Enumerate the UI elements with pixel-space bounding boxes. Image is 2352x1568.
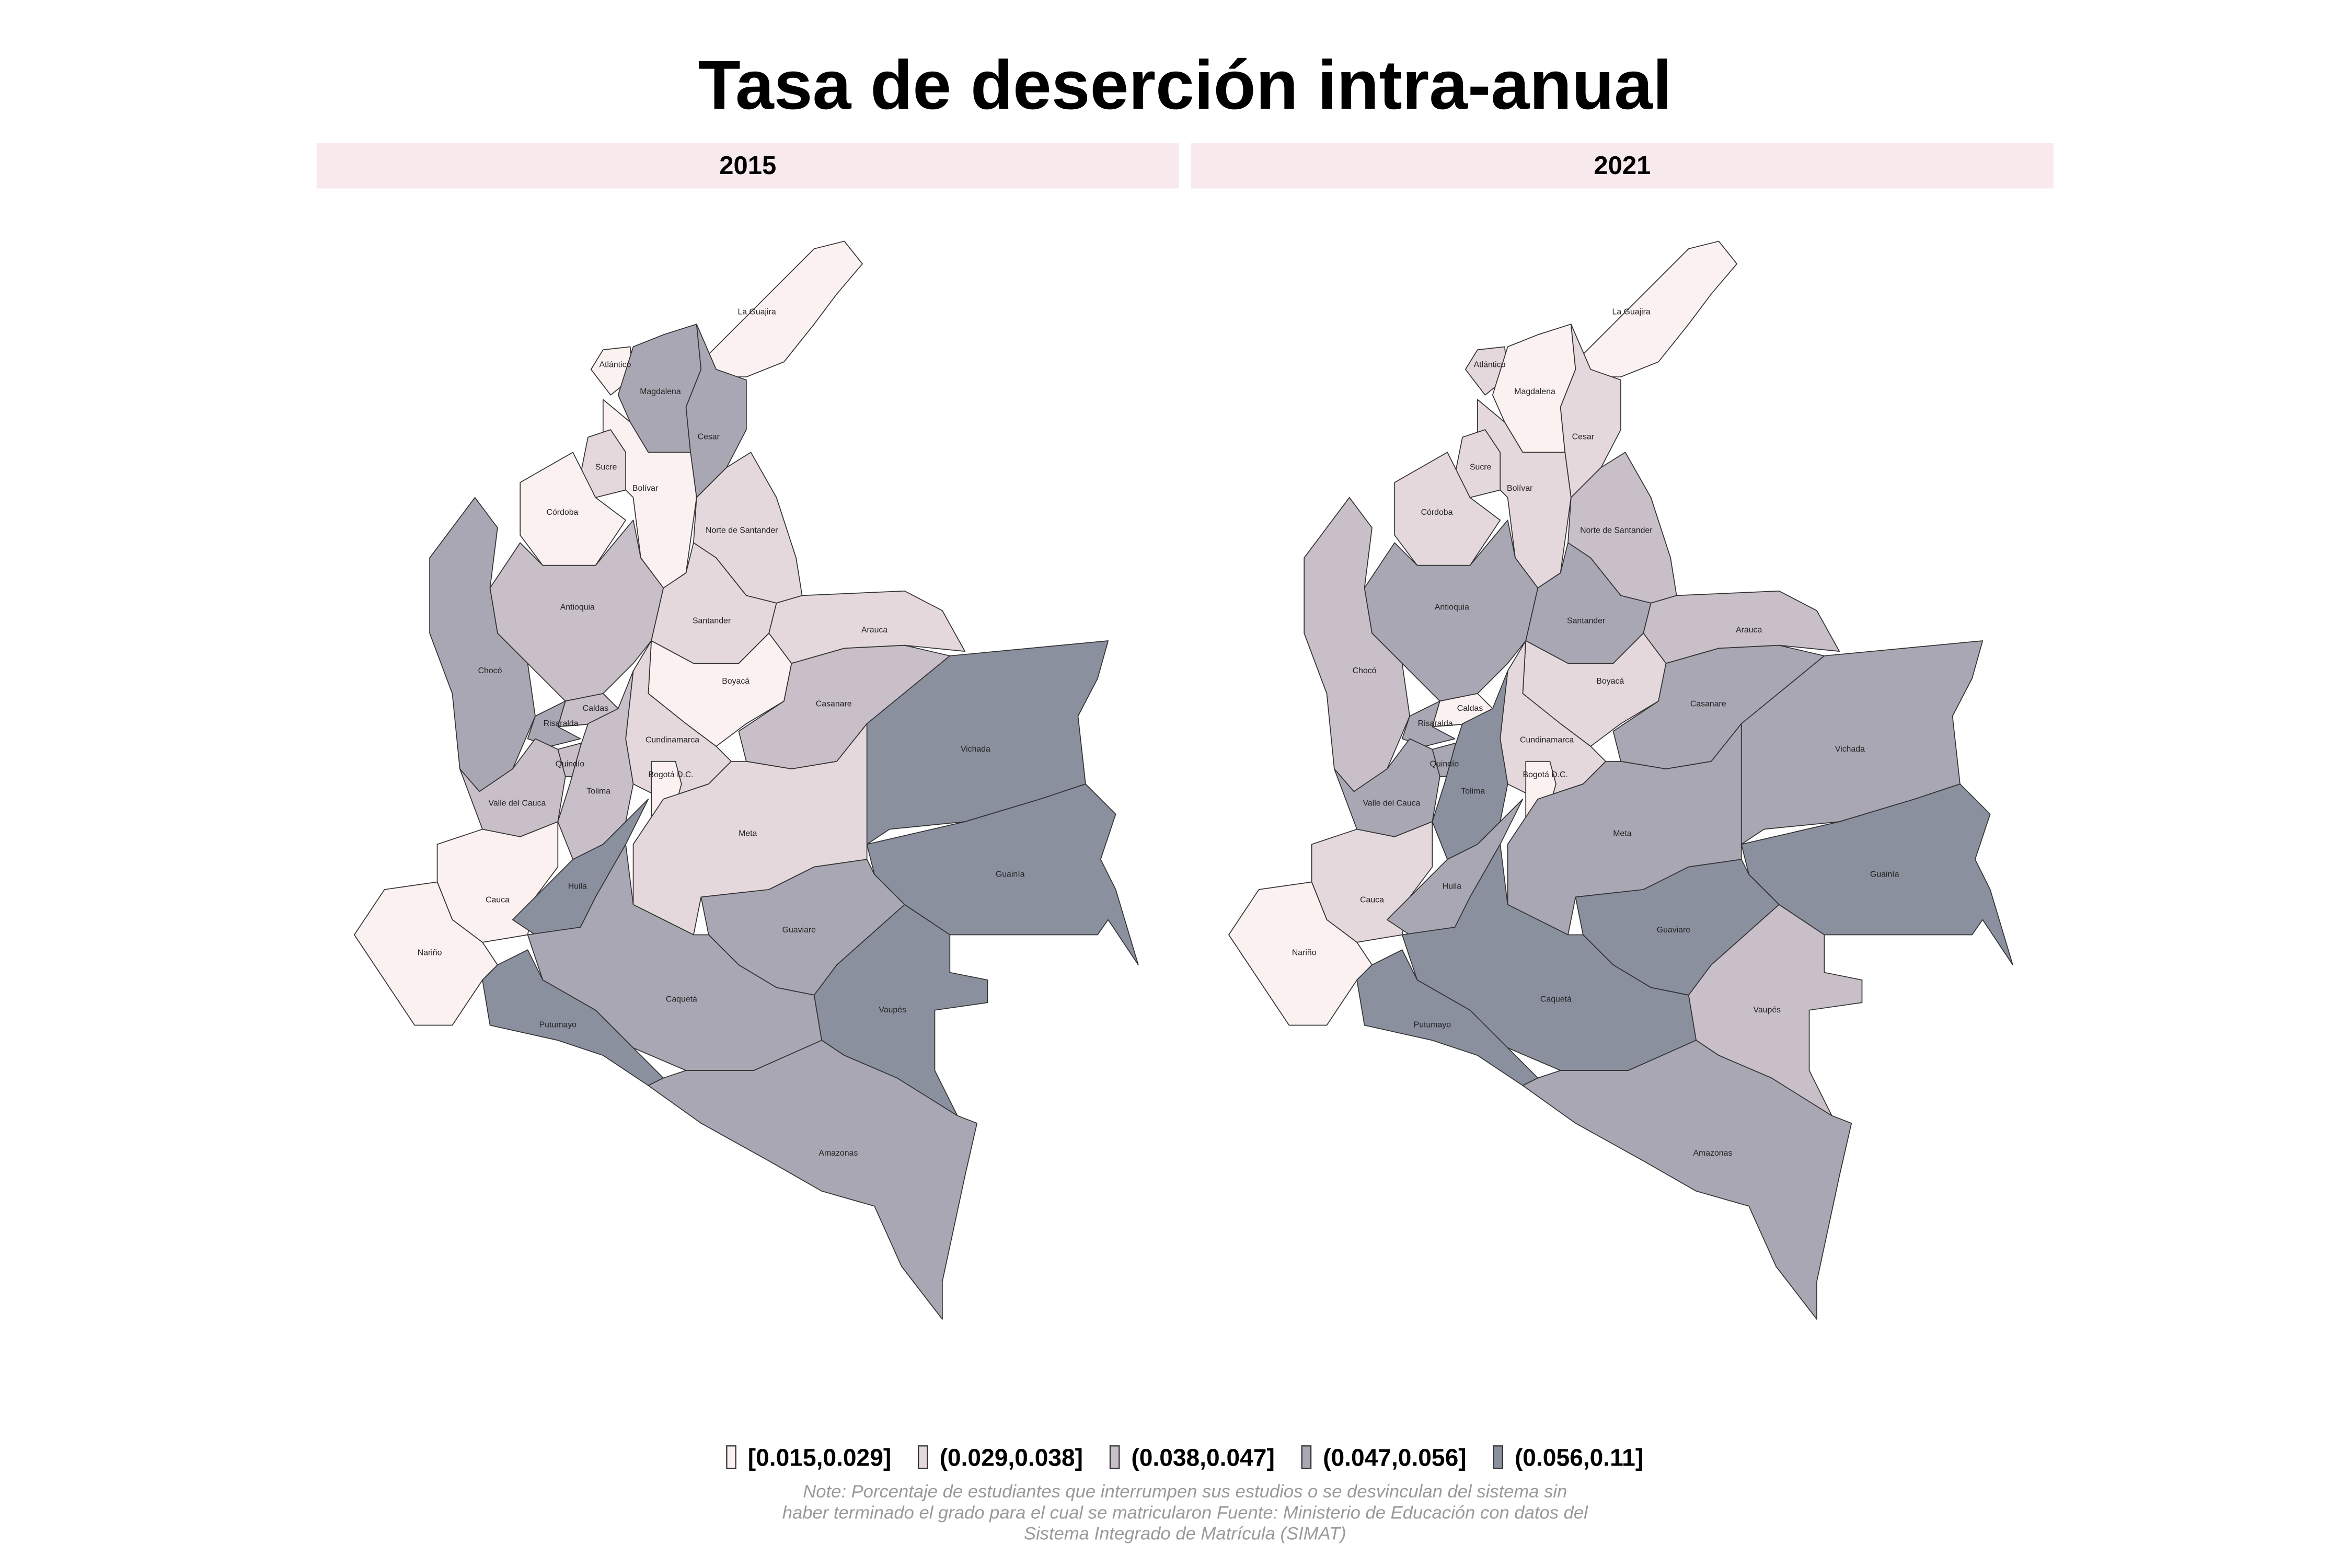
department-label: Caldas xyxy=(583,704,608,713)
department xyxy=(520,452,626,566)
legend-key xyxy=(918,1445,928,1469)
department-label: Córdoba xyxy=(547,508,579,517)
department-label: Bolívar xyxy=(1507,484,1533,493)
department-label: Nariño xyxy=(1292,948,1317,957)
legend-label: [0.015,0.029] xyxy=(748,1444,891,1471)
department-label: La Guajira xyxy=(737,307,776,316)
department-label: Cesar xyxy=(698,433,720,442)
facet-label: 2021 xyxy=(1594,152,1651,180)
department-label: Tolima xyxy=(586,787,610,796)
department-label: Amazonas xyxy=(1693,1149,1732,1158)
department-label: Guainía xyxy=(996,870,1025,879)
department-label: Meta xyxy=(1613,829,1631,838)
title: Tasa de deserción intra-anual xyxy=(698,47,1672,124)
department-label: Santander xyxy=(1567,617,1606,626)
map-panel: La Guajira Atlántico Magdalena Cesar Bolívar… xyxy=(1228,240,2013,1320)
department-label: Boyacá xyxy=(1596,677,1624,686)
department xyxy=(700,240,863,378)
department xyxy=(1394,452,1501,566)
department-label: Vichada xyxy=(1835,745,1865,754)
department-label: Vichada xyxy=(961,745,990,754)
department-label: Tolima xyxy=(1461,787,1485,796)
department-label: Arauca xyxy=(1736,626,1762,635)
note: Note: Porcentaje de estudiantes que inte… xyxy=(803,1482,1567,1502)
department-label: Casanare xyxy=(816,699,852,708)
facet-strip xyxy=(1191,143,2054,189)
department-label: Vaupés xyxy=(879,1006,906,1014)
department-label: Meta xyxy=(739,829,757,838)
department xyxy=(527,700,581,747)
department-label: Caquetá xyxy=(666,995,697,1004)
department-label: Norte de Santander xyxy=(1580,526,1653,535)
department-label: Valle del Cauca xyxy=(488,799,546,808)
map-panel: La Guajira Atlántico Magdalena Cesar Bolívar… xyxy=(354,240,1139,1320)
department xyxy=(482,949,664,1086)
legend-key xyxy=(1493,1445,1504,1469)
department-label: Arauca xyxy=(861,626,887,635)
department-label: Risaralda xyxy=(1418,719,1453,728)
note: haber terminado el grado para el cual se… xyxy=(782,1503,1588,1523)
department-label: Sucre xyxy=(595,463,617,471)
legend-label: (0.056,0.11] xyxy=(1515,1444,1643,1471)
note: Sistema Integrado de Matrícula (SIMAT) xyxy=(1024,1524,1346,1544)
department-label: Risaralda xyxy=(544,719,579,728)
department-label: Bogotá D.C. xyxy=(648,770,693,779)
department-label: Amazonas xyxy=(818,1149,858,1158)
department xyxy=(1575,240,1737,378)
legend-label: (0.029,0.038] xyxy=(940,1444,1083,1471)
department-label: Bogotá D.C. xyxy=(1523,770,1568,779)
department-label: Antioquia xyxy=(560,603,595,612)
department-label: Sucre xyxy=(1470,463,1492,471)
department-label: Quindío xyxy=(1430,760,1459,769)
department-label: Cauca xyxy=(1360,895,1384,904)
department-label: Caldas xyxy=(1457,704,1483,713)
department-label: Guaviare xyxy=(782,926,816,935)
department-label: Guainía xyxy=(1870,870,1899,879)
department-label: Cesar xyxy=(1572,433,1595,442)
department-label: Nariño xyxy=(418,948,442,957)
department-label: Quindío xyxy=(556,760,585,769)
department-label: Santander xyxy=(693,617,731,626)
facet-label: 2015 xyxy=(719,152,776,180)
department-label: La Guajira xyxy=(1612,307,1651,316)
department-label: Chocó xyxy=(478,666,502,675)
department-label: Guaviare xyxy=(1657,926,1691,935)
department-label: Casanare xyxy=(1690,699,1726,708)
department-label: Córdoba xyxy=(1421,508,1453,517)
department-label: Valle del Cauca xyxy=(1363,799,1421,808)
department-label: Cauca xyxy=(486,895,510,904)
department xyxy=(1356,949,1539,1086)
department xyxy=(648,1040,978,1320)
department-label: Huila xyxy=(1443,882,1461,891)
legend-label: (0.038,0.047] xyxy=(1131,1444,1274,1471)
department-label: Atlántico xyxy=(599,360,631,369)
department-label: Cundinamarca xyxy=(1520,736,1574,745)
department-label: Magdalena xyxy=(1514,387,1555,396)
legend: [0.015,0.029] (0.029,0.038] (0.038,0.047] (… xyxy=(726,1444,1643,1471)
department xyxy=(1401,700,1456,747)
department-label: Huila xyxy=(568,882,587,891)
legend-key xyxy=(1109,1445,1120,1469)
department-label: Putumayo xyxy=(539,1021,577,1030)
department-label: Antioquia xyxy=(1435,603,1469,612)
department-label: Atlántico xyxy=(1474,360,1506,369)
facet-strip xyxy=(316,143,1179,189)
legend-label: (0.047,0.056] xyxy=(1323,1444,1466,1471)
department-label: Caquetá xyxy=(1540,995,1572,1004)
department-label: Magdalena xyxy=(640,387,681,396)
department-label: Vaupés xyxy=(1753,1006,1781,1014)
department xyxy=(1522,1040,1852,1320)
department-label: Putumayo xyxy=(1414,1021,1451,1030)
legend-key xyxy=(726,1445,736,1469)
department-label: Bolívar xyxy=(632,484,659,493)
legend-key xyxy=(1301,1445,1312,1469)
department-label: Cundinamarca xyxy=(645,736,699,745)
department-label: Chocó xyxy=(1353,666,1377,675)
department-label: Norte de Santander xyxy=(706,526,778,535)
department-label: Boyacá xyxy=(722,677,750,686)
